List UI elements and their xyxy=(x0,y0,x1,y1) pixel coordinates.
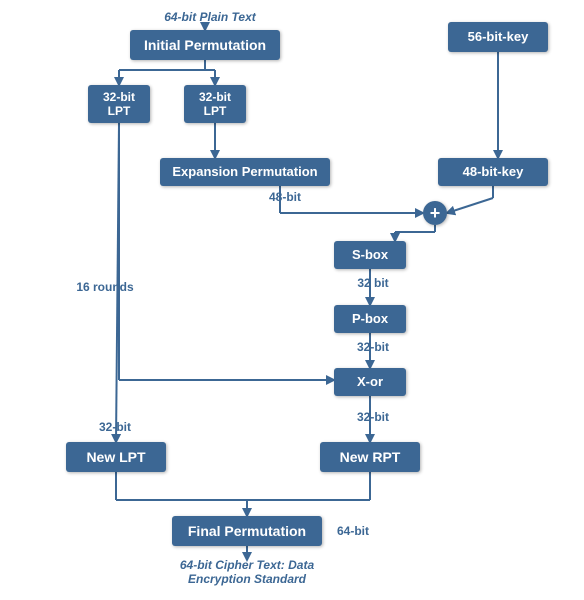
label-32bit-newlpt: 32-bit xyxy=(90,420,140,434)
node-48bit-key: 48-bit-key xyxy=(438,158,548,186)
label-32bit-sbox: 32 bit xyxy=(348,276,398,290)
node-xor: X-or xyxy=(334,368,406,396)
label-32bit-pbox: 32-bit xyxy=(348,340,398,354)
label-32bit-xor: 32-bit xyxy=(348,410,398,424)
node-pbox: P-box xyxy=(334,305,406,333)
node-56bit-key: 56-bit-key xyxy=(448,22,548,52)
des-flowchart: 64-bit Plain Text 48-bit 16 rounds 32 bi… xyxy=(0,0,584,600)
node-plus-icon: + xyxy=(423,201,447,225)
node-new-rpt: New RPT xyxy=(320,442,420,472)
node-lpt-left: 32-bit LPT xyxy=(88,85,150,123)
node-sbox: S-box xyxy=(334,241,406,269)
node-new-lpt: New LPT xyxy=(66,442,166,472)
label-48bit: 48-bit xyxy=(260,190,310,204)
node-expansion-permutation: Expansion Permutation xyxy=(160,158,330,186)
node-lpt-right: 32-bit LPT xyxy=(184,85,246,123)
node-initial-permutation: Initial Permutation xyxy=(130,30,280,60)
label-cipher-text: 64-bit Cipher Text: Data Encryption Stan… xyxy=(162,558,332,587)
label-64bit: 64-bit xyxy=(328,524,378,538)
label-plain-text: 64-bit Plain Text xyxy=(155,10,265,24)
node-final-permutation: Final Permutation xyxy=(172,516,322,546)
label-16rounds: 16 rounds xyxy=(70,280,140,294)
